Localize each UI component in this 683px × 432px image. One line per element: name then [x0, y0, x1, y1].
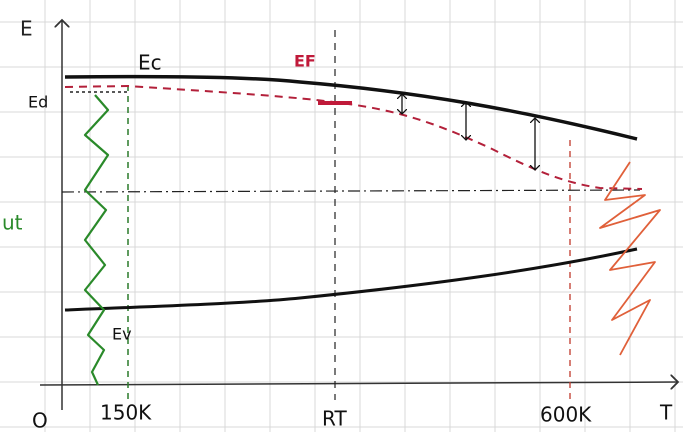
valence-band — [65, 249, 637, 310]
diagram: E Ec EF Ed ut Ev O 150K RT 600K T — [0, 0, 683, 432]
room-temp-label: RT — [322, 407, 347, 431]
low-temp-label: 150K — [100, 401, 152, 425]
conduction-band — [65, 77, 637, 139]
ef-label: EF — [294, 52, 316, 71]
midgap-line — [62, 190, 640, 192]
ed-label: Ed — [28, 93, 48, 112]
energy-axis-label: E — [20, 17, 33, 41]
high-temp-label: 600K — [540, 403, 592, 427]
ec-label: Ec — [138, 51, 162, 75]
ev-label: Ev — [112, 325, 132, 344]
fermi-level — [65, 86, 642, 189]
freeze-out-label: ut — [2, 211, 23, 235]
green-squiggle — [85, 95, 108, 385]
temperature-axis-label: T — [659, 401, 673, 425]
origin-label: O — [32, 409, 48, 432]
